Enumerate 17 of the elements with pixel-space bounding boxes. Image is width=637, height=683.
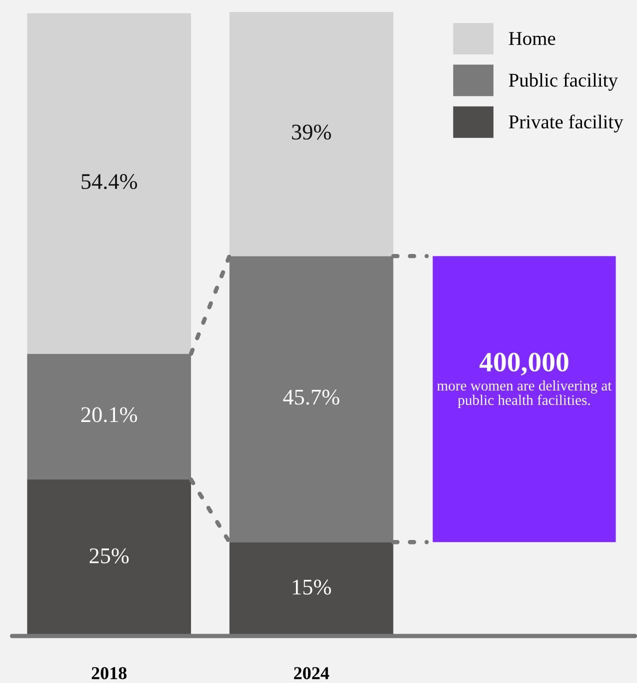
data-label: 25%: [90, 548, 129, 564]
bar: [27, 13, 192, 354]
bar: [229, 542, 394, 636]
legend-label: Home: [508, 32, 556, 46]
data-label: 39%: [292, 124, 331, 140]
data-label: 20.1%: [81, 407, 138, 422]
x-tick-label: 2024: [294, 667, 330, 680]
x-tick-label: 2018: [92, 667, 127, 680]
legend-label: Public facility: [508, 72, 618, 91]
bar: [27, 480, 192, 636]
text: more women are delivering at public health facilities.: [437, 380, 612, 408]
data-label: 54.4%: [82, 174, 138, 190]
data-label: 45.7%: [283, 390, 340, 405]
bar: [229, 12, 394, 256]
data-label: 15%: [292, 580, 331, 595]
text: 400,000: [480, 352, 568, 376]
legend-label: Private facility: [508, 114, 624, 132]
